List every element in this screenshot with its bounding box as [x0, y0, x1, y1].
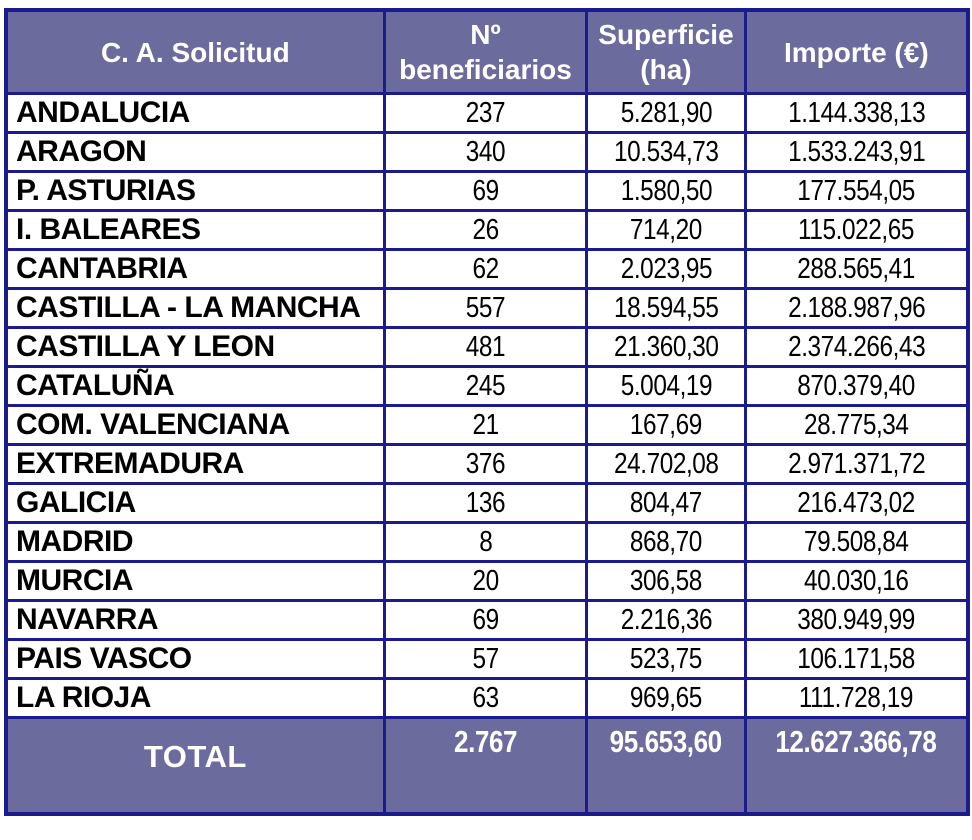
column-header-amount: Importe (€) [743, 8, 970, 95]
table-row: CANTABRIA 62 2.023,95 288.565,41 [4, 248, 970, 290]
surface-value: 868,70 [585, 521, 747, 563]
surface-value: 306,58 [585, 560, 747, 602]
surface-value: 804,47 [585, 482, 747, 524]
surface-value: 1.580,50 [585, 170, 747, 212]
amount-value: 115.022,65 [743, 209, 970, 251]
solicitud-table: C. A. Solicitud Nº beneficiarios Superfi… [4, 8, 970, 816]
beneficiaries-value: 63 [382, 677, 589, 719]
beneficiaries-value: 376 [382, 443, 589, 485]
amount-value: 870.379,40 [743, 365, 970, 407]
table-footer: TOTAL 2.767 95.653,60 12.627.366,78 [4, 716, 970, 816]
beneficiaries-value: 237 [382, 92, 589, 134]
total-label: TOTAL [4, 716, 386, 816]
beneficiaries-value: 481 [382, 326, 589, 368]
header-row: C. A. Solicitud Nº beneficiarios Superfi… [4, 8, 970, 95]
region-name: MADRID [4, 521, 386, 563]
surface-value: 2.216,36 [585, 599, 747, 641]
region-name: CASTILLA Y LEON [4, 326, 386, 368]
amount-value: 2.971.371,72 [743, 443, 970, 485]
region-name: CASTILLA - LA MANCHA [4, 287, 386, 329]
table-row: MURCIA 20 306,58 40.030,16 [4, 560, 970, 602]
beneficiaries-value: 8 [382, 521, 589, 563]
surface-value: 21.360,30 [585, 326, 747, 368]
table-row: ANDALUCIA 237 5.281,90 1.144.338,13 [4, 92, 970, 134]
table-header: C. A. Solicitud Nº beneficiarios Superfi… [4, 8, 970, 95]
amount-value: 177.554,05 [743, 170, 970, 212]
total-amount-value: 12.627.366,78 [743, 716, 970, 816]
table-row: CATALUÑA 245 5.004,19 870.379,40 [4, 365, 970, 407]
region-name: NAVARRA [4, 599, 386, 641]
table-row: ARAGON 340 10.534,73 1.533.243,91 [4, 131, 970, 173]
surface-value: 714,20 [585, 209, 747, 251]
amount-value: 2.188.987,96 [743, 287, 970, 329]
table-row: NAVARRA 69 2.216,36 380.949,99 [4, 599, 970, 641]
table-row: CASTILLA Y LEON 481 21.360,30 2.374.266,… [4, 326, 970, 368]
region-name: COM. VALENCIANA [4, 404, 386, 446]
amount-value: 1.533.243,91 [743, 131, 970, 173]
amount-value: 106.171,58 [743, 638, 970, 680]
surface-value: 10.534,73 [585, 131, 747, 173]
table-row: CASTILLA - LA MANCHA 557 18.594,55 2.188… [4, 287, 970, 329]
surface-value: 969,65 [585, 677, 747, 719]
amount-value: 28.775,34 [743, 404, 970, 446]
table-row: EXTREMADURA 376 24.702,08 2.971.371,72 [4, 443, 970, 485]
amount-value: 111.728,19 [743, 677, 970, 719]
region-name: EXTREMADURA [4, 443, 386, 485]
beneficiaries-value: 57 [382, 638, 589, 680]
beneficiaries-value: 557 [382, 287, 589, 329]
region-name: CATALUÑA [4, 365, 386, 407]
beneficiaries-value: 62 [382, 248, 589, 290]
region-name: P. ASTURIAS [4, 170, 386, 212]
column-header-beneficiaries: Nº beneficiarios [382, 8, 589, 95]
amount-value: 216.473,02 [743, 482, 970, 524]
amount-value: 40.030,16 [743, 560, 970, 602]
surface-value: 18.594,55 [585, 287, 747, 329]
table-row: I. BALEARES 26 714,20 115.022,65 [4, 209, 970, 251]
region-name: I. BALEARES [4, 209, 386, 251]
table-body: ANDALUCIA 237 5.281,90 1.144.338,13 ARAG… [4, 92, 970, 719]
surface-value: 523,75 [585, 638, 747, 680]
amount-value: 2.374.266,43 [743, 326, 970, 368]
column-header-region: C. A. Solicitud [4, 8, 386, 95]
table-row: PAIS VASCO 57 523,75 106.171,58 [4, 638, 970, 680]
region-name: CANTABRIA [4, 248, 386, 290]
region-name: LA RIOJA [4, 677, 386, 719]
table-row: GALICIA 136 804,47 216.473,02 [4, 482, 970, 524]
surface-value: 2.023,95 [585, 248, 747, 290]
total-beneficiaries-value: 2.767 [382, 716, 589, 816]
amount-value: 1.144.338,13 [743, 92, 970, 134]
table-row: P. ASTURIAS 69 1.580,50 177.554,05 [4, 170, 970, 212]
beneficiaries-value: 69 [382, 599, 589, 641]
region-name: ARAGON [4, 131, 386, 173]
amount-value: 380.949,99 [743, 599, 970, 641]
beneficiaries-value: 21 [382, 404, 589, 446]
beneficiaries-value: 340 [382, 131, 589, 173]
surface-value: 167,69 [585, 404, 747, 446]
region-name: GALICIA [4, 482, 386, 524]
beneficiaries-value: 20 [382, 560, 589, 602]
surface-value: 5.004,19 [585, 365, 747, 407]
column-header-surface: Superficie (ha) [585, 8, 747, 95]
total-surface-value: 95.653,60 [585, 716, 747, 816]
beneficiaries-value: 69 [382, 170, 589, 212]
region-name: MURCIA [4, 560, 386, 602]
beneficiaries-value: 245 [382, 365, 589, 407]
table-row: LA RIOJA 63 969,65 111.728,19 [4, 677, 970, 719]
table-row: COM. VALENCIANA 21 167,69 28.775,34 [4, 404, 970, 446]
region-name: PAIS VASCO [4, 638, 386, 680]
surface-value: 24.702,08 [585, 443, 747, 485]
beneficiaries-value: 136 [382, 482, 589, 524]
total-row: TOTAL 2.767 95.653,60 12.627.366,78 [4, 716, 970, 816]
surface-value: 5.281,90 [585, 92, 747, 134]
beneficiaries-value: 26 [382, 209, 589, 251]
amount-value: 288.565,41 [743, 248, 970, 290]
amount-value: 79.508,84 [743, 521, 970, 563]
region-name: ANDALUCIA [4, 92, 386, 134]
table-row: MADRID 8 868,70 79.508,84 [4, 521, 970, 563]
